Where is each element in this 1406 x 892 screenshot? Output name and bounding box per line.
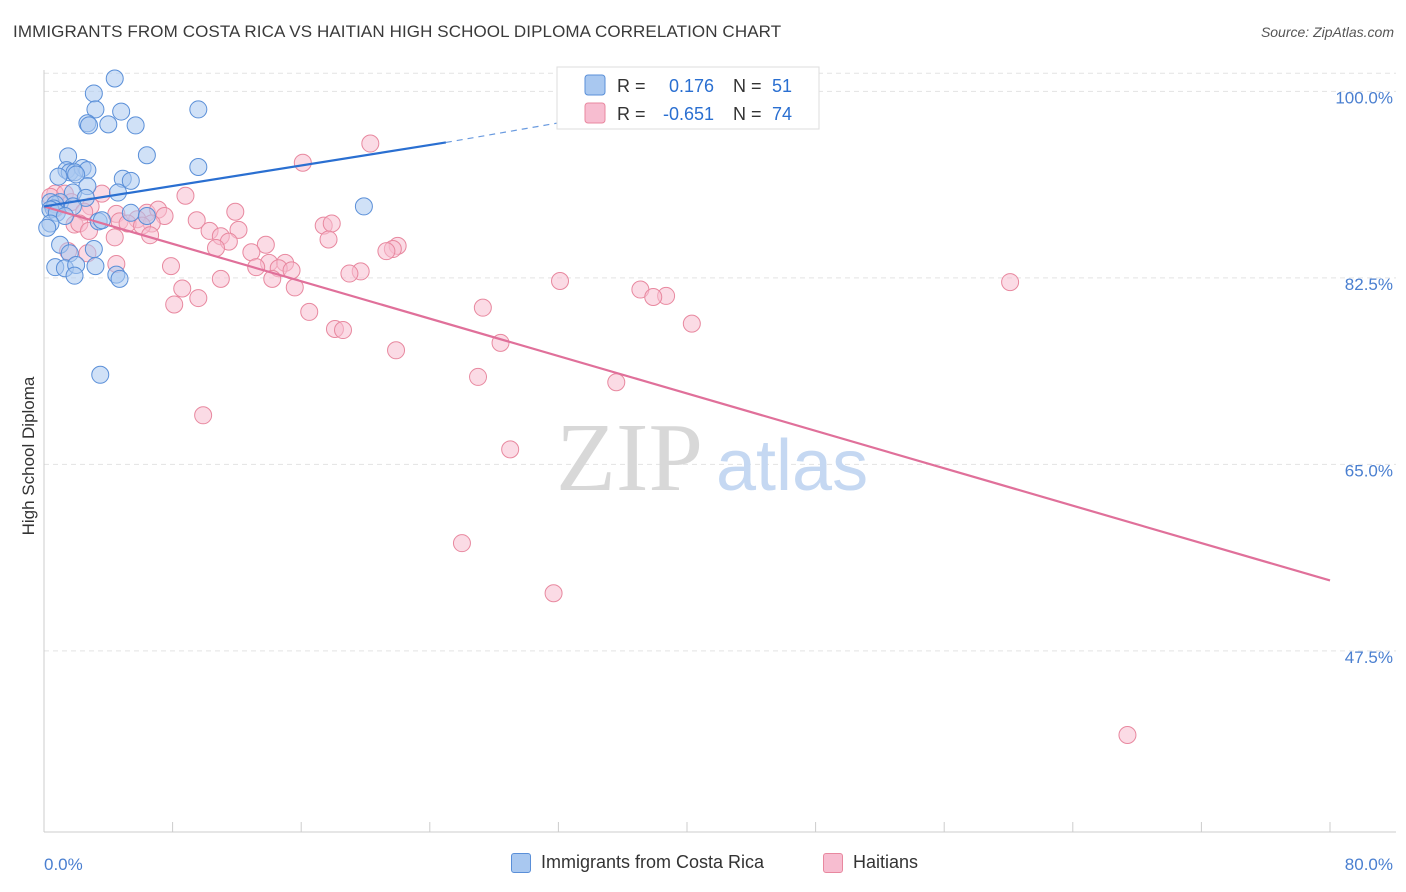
haitians-point (607, 373, 626, 392)
costa-rica-point (105, 69, 124, 88)
legend-swatch-pink (584, 102, 606, 124)
legend-n-value: 51 (772, 76, 792, 96)
correlation-legend: R = 0.176 N = 51 R = -0.651 N = 74 (556, 66, 820, 130)
series-legend: Immigrants from Costa Rica Haitians (0, 852, 1406, 878)
haitians-point (256, 235, 275, 254)
haitians-point (1118, 726, 1137, 745)
costa-rica-point (354, 197, 373, 216)
watermark: ZIP atlas (556, 404, 868, 512)
y-tick-label: 82.5% (1345, 275, 1393, 294)
haitians-point (452, 534, 471, 553)
x-tick-label-max: 80.0% (1345, 855, 1393, 874)
haitians-point (319, 230, 338, 249)
costa-rica-point (38, 218, 57, 237)
chart-title: IMMIGRANTS FROM COSTA RICA VS HAITIAN HI… (13, 22, 782, 41)
legend-r-value: 0.176 (669, 76, 714, 96)
costa-rica-point (137, 207, 156, 226)
legend-n-label: N = (733, 76, 762, 96)
haitians-point (644, 288, 663, 307)
costa-rica-trend-extension (445, 119, 575, 144)
haitians-point (165, 295, 184, 314)
costa-rica-point (65, 266, 84, 285)
legend-r-value: -0.651 (663, 104, 714, 124)
trend-lines (43, 119, 1331, 582)
costa-rica-point (99, 115, 118, 134)
y-tick-label: 100.0% (1335, 88, 1393, 107)
haitians-point (161, 257, 180, 276)
haitians-point (187, 211, 206, 230)
haitians-point (377, 242, 396, 261)
haitians-point (211, 269, 230, 288)
haitians-point (551, 272, 570, 291)
costa-rica-point (67, 165, 86, 184)
haitians-point (501, 440, 520, 459)
legend-n-label: N = (733, 104, 762, 124)
costa-rica-point (121, 171, 140, 190)
haitians-trend-line (43, 205, 1331, 582)
haitians-point (105, 228, 124, 247)
haitians-point (682, 314, 701, 333)
costa-rica-point (112, 102, 131, 121)
haitians-point (242, 243, 261, 262)
costa-rica-point (84, 84, 103, 103)
legend-label-costa-rica: Immigrants from Costa Rica (541, 852, 765, 872)
tick-labels: 100.0% 82.5% 65.0% 47.5% 0.0% 80.0% (44, 88, 1393, 874)
haitians-point (173, 279, 192, 298)
costa-rica-point (121, 203, 140, 222)
costa-rica-point (92, 211, 111, 230)
y-tick-label: 47.5% (1345, 648, 1393, 667)
costa-rica-point (49, 167, 68, 186)
haitians-point (473, 298, 492, 317)
legend-item-haitians: Haitians (823, 852, 918, 873)
haitians-point (1001, 273, 1020, 292)
costa-rica-point (126, 116, 145, 135)
y-axis-label: High School Diploma (19, 376, 38, 535)
legend-item-costa-rica: Immigrants from Costa Rica (511, 852, 764, 873)
costa-rica-trend-line (43, 141, 447, 208)
watermark-atlas: atlas (716, 426, 868, 506)
haitians-point (176, 186, 195, 205)
haitians-point (340, 264, 359, 283)
haitians-point (194, 406, 213, 425)
costa-rica-point (137, 146, 156, 165)
haitians-point (361, 134, 380, 153)
legend-r-label: R = (617, 76, 646, 96)
legend-swatch-blue (511, 852, 531, 873)
costa-rica-point (189, 157, 208, 176)
haitians-point (226, 202, 245, 221)
haitians-point (469, 367, 488, 386)
watermark-zip: ZIP (556, 404, 703, 512)
haitians-point (300, 302, 319, 321)
haitians-point (189, 289, 208, 308)
costa-rica-point (84, 240, 103, 259)
haitians-point (293, 153, 312, 172)
legend-swatch-blue (584, 74, 606, 96)
costa-rica-point (189, 100, 208, 119)
costa-rica-point (80, 116, 99, 135)
costa-rica-point (108, 183, 127, 202)
x-tick-label-min: 0.0% (44, 855, 83, 874)
legend-swatch-pink (823, 852, 843, 873)
costa-rica-point (86, 257, 105, 276)
y-tick-label: 65.0% (1345, 461, 1393, 480)
grid-lines (44, 72, 1396, 652)
haitians-point (229, 220, 248, 239)
haitians-point (333, 321, 352, 340)
legend-label-haitians: Haitians (853, 852, 919, 872)
costa-rica-point (86, 100, 105, 119)
legend-r-label: R = (617, 104, 646, 124)
haitians-point (387, 341, 406, 360)
haitians-point (544, 584, 563, 603)
haitians-point (322, 214, 341, 233)
costa-rica-point (91, 365, 110, 384)
costa-rica-point (110, 269, 129, 288)
source-label: Source: ZipAtlas.com (1260, 24, 1394, 40)
legend-n-value: 74 (772, 104, 792, 124)
